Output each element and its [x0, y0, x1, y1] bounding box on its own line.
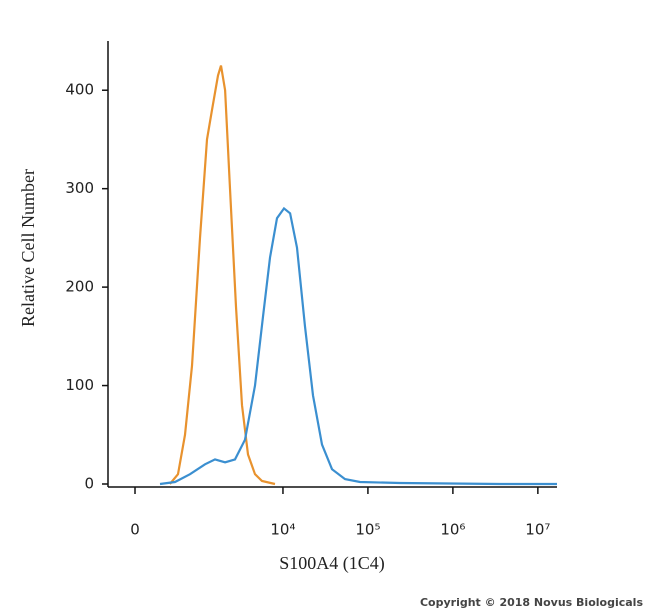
y-tick-label: 0	[84, 475, 94, 493]
x-tick-label: 10⁶	[440, 521, 465, 539]
x-tick-label: 0	[130, 521, 140, 539]
histogram-line	[159, 206, 557, 486]
y-axis-label: Relative Cell Number	[18, 169, 38, 327]
histogram-line	[169, 65, 276, 486]
x-axis-label: S100A4 (1C4)	[279, 553, 385, 574]
y-tick-label: 200	[65, 278, 94, 296]
y-tick-label: 300	[65, 179, 94, 197]
copyright: Copyright © 2018 Novus Biologicals	[420, 596, 643, 609]
y-tick-label: 400	[65, 81, 94, 99]
x-tick-label: 10⁷	[525, 521, 550, 539]
y-tick-label: 100	[65, 376, 94, 394]
x-tick-label: 10⁴	[270, 521, 295, 539]
x-tick-label: 10⁵	[355, 521, 380, 539]
